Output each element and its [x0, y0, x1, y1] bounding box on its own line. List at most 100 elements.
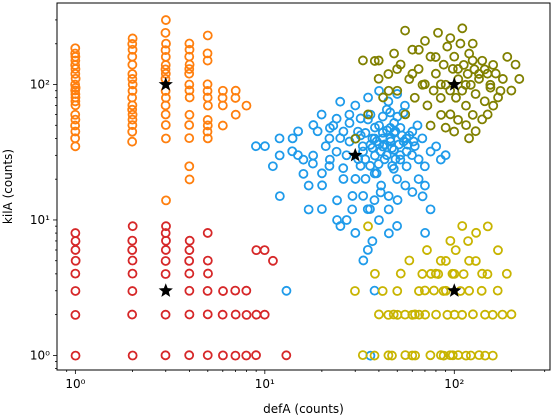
data-point — [440, 256, 451, 266]
data-point — [400, 109, 411, 120]
data-point — [479, 64, 490, 75]
data-point — [467, 55, 478, 66]
data-point — [365, 160, 376, 171]
data-point — [407, 126, 418, 137]
data-point — [230, 85, 241, 96]
x-axis-ticks: 10⁰ 10¹ 10² — [65, 370, 546, 391]
data-point — [203, 100, 213, 111]
data-point — [341, 215, 352, 225]
data-point — [335, 96, 346, 107]
data-point — [338, 126, 349, 137]
data-point — [202, 255, 213, 266]
data-point — [184, 68, 195, 79]
data-point — [506, 309, 517, 320]
data-point — [70, 133, 81, 144]
data-point — [476, 285, 487, 296]
data-point — [202, 30, 213, 41]
data-point — [298, 154, 309, 165]
data-point — [449, 268, 460, 279]
data-point — [410, 350, 421, 361]
data-point — [420, 228, 431, 238]
y-axis-label: kilA (counts) — [1, 149, 15, 224]
data-point — [70, 48, 81, 59]
data-point — [383, 204, 394, 215]
data-point — [160, 269, 171, 279]
data-point — [202, 286, 213, 296]
data-point — [461, 120, 471, 131]
data-point — [70, 255, 81, 266]
data-point — [160, 109, 171, 120]
data-point — [449, 126, 460, 137]
data-point — [317, 180, 327, 191]
data-point — [70, 120, 81, 131]
data-point — [469, 64, 480, 75]
data-point — [259, 245, 270, 256]
data-point — [425, 146, 436, 157]
data-point — [160, 120, 171, 130]
data-point — [392, 89, 403, 99]
data-point — [470, 89, 481, 99]
data-point — [377, 111, 388, 122]
data-point — [127, 245, 138, 255]
data-point — [127, 268, 138, 279]
data-point — [230, 285, 241, 296]
data-point — [70, 268, 81, 279]
data-point — [429, 285, 439, 296]
data-point — [160, 51, 171, 62]
data-point — [426, 268, 436, 279]
data-point — [462, 69, 473, 79]
data-point — [202, 115, 213, 125]
data-point — [490, 68, 501, 79]
data-point — [241, 309, 252, 320]
data-point — [160, 64, 171, 75]
data-point — [438, 59, 449, 70]
data-point — [230, 309, 241, 320]
data-point — [387, 350, 397, 361]
data-point — [127, 39, 138, 49]
data-point — [457, 309, 468, 320]
data-point — [458, 269, 469, 280]
data-point — [388, 163, 399, 174]
data-point — [358, 190, 369, 201]
data-point — [358, 146, 368, 157]
data-point — [442, 41, 453, 52]
data-point — [127, 59, 138, 70]
data-point — [451, 92, 461, 103]
data-point — [425, 120, 436, 131]
data-point — [407, 350, 418, 361]
data-point — [202, 126, 213, 137]
data-point — [161, 221, 171, 232]
data-point — [367, 236, 378, 247]
data-point — [369, 168, 380, 179]
data-point — [420, 36, 430, 46]
data-point — [502, 51, 513, 62]
data-point — [417, 191, 428, 202]
data-point — [293, 126, 304, 137]
data-point — [70, 43, 81, 54]
data-point — [455, 38, 466, 49]
data-point — [383, 85, 394, 96]
data-point — [202, 309, 213, 320]
data-point — [373, 55, 384, 66]
data-point — [70, 350, 81, 361]
data-point — [420, 309, 431, 320]
data-point — [338, 163, 349, 174]
data-point — [127, 33, 138, 44]
data-point — [217, 309, 228, 320]
data-point — [419, 285, 430, 296]
data-point — [160, 15, 171, 25]
data-point — [362, 204, 373, 215]
data-point — [417, 269, 428, 279]
data-point — [378, 92, 388, 103]
data-point — [414, 286, 424, 296]
data-point — [70, 126, 81, 137]
data-point — [160, 45, 171, 56]
data-point — [350, 174, 361, 184]
data-point — [395, 268, 406, 279]
data-point — [303, 204, 314, 215]
data-point — [127, 126, 138, 137]
data-point — [70, 79, 81, 90]
data-point — [184, 38, 195, 49]
data-point — [202, 350, 213, 361]
data-point — [379, 139, 390, 150]
